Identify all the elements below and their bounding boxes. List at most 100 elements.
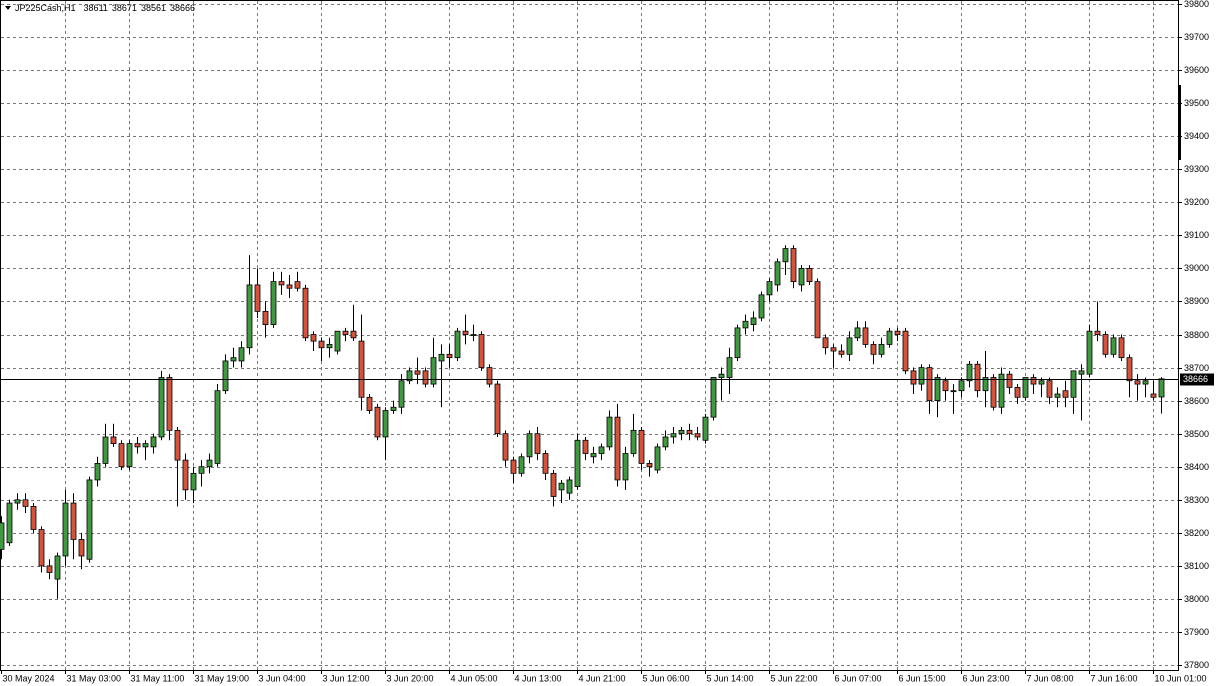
candle-body: [670, 433, 677, 438]
candle-body: [254, 284, 261, 312]
candle-body: [262, 310, 269, 325]
candle-body: [742, 320, 749, 329]
candle-body: [702, 416, 709, 441]
y-tick-label: 38100: [1184, 561, 1209, 571]
candle-body: [630, 429, 637, 454]
candle-body: [1070, 370, 1077, 398]
candle-body: [38, 529, 45, 567]
candle-body: [566, 479, 573, 494]
candle-body: [590, 453, 597, 458]
y-tick-label: 38800: [1184, 330, 1209, 340]
candle-body: [110, 436, 117, 444]
candle-body: [1158, 378, 1165, 398]
candle-body: [950, 390, 957, 393]
candle-body: [222, 360, 229, 392]
candle-body: [398, 380, 405, 408]
y-tick-label: 39400: [1184, 131, 1209, 141]
x-tick-label: 7 Jun 08:00: [1027, 673, 1074, 683]
price-label: 38666: [1183, 374, 1208, 384]
candle-body: [22, 499, 29, 507]
x-tick-label: 4 Jun 21:00: [579, 673, 626, 683]
candle-body: [878, 344, 885, 355]
candle-body: [30, 505, 37, 530]
candle-body: [1038, 380, 1045, 385]
candle-body: [294, 281, 301, 289]
candle-body: [46, 565, 53, 573]
candle-body: [806, 267, 813, 283]
candle-body: [958, 380, 965, 392]
candle-body: [1094, 330, 1101, 335]
candle-body: [126, 443, 133, 468]
candle-body: [438, 353, 445, 362]
x-tick-label: 3 Jun 20:00: [387, 673, 434, 683]
candle-body: [558, 482, 565, 491]
candle-body: [934, 377, 941, 402]
candle-body: [1062, 390, 1069, 398]
y-tick-label: 39200: [1184, 197, 1209, 207]
candle-body: [750, 317, 757, 325]
price-label-box: [1180, 373, 1214, 386]
candle-body: [486, 367, 493, 385]
header-low: 38561: [141, 3, 166, 13]
y-tick-label: 39500: [1184, 98, 1209, 108]
candle-body: [358, 340, 365, 398]
y-tick-label: 39100: [1184, 230, 1209, 240]
candle-body: [1054, 393, 1061, 398]
candle-body: [614, 416, 621, 481]
candle-body: [366, 396, 373, 411]
candle-body: [886, 330, 893, 345]
candle-body: [446, 353, 453, 359]
x-tick-label: 6 Jun 07:00: [835, 673, 882, 683]
chart-header: JP225Cash,H1 38611 38671 38561 38666: [15, 3, 195, 13]
candle-body: [678, 429, 685, 435]
candle-body: [166, 377, 173, 431]
candle-body: [270, 281, 277, 325]
candle-body: [1118, 337, 1125, 359]
candle-body: [102, 436, 109, 464]
candle-body: [854, 327, 861, 339]
candle-body: [534, 433, 541, 454]
candle-body: [518, 456, 525, 474]
candle-body: [382, 410, 389, 438]
candle-body: [0, 522, 5, 550]
candle-body: [910, 370, 917, 385]
y-tick-label: 39300: [1184, 164, 1209, 174]
candle-body: [790, 248, 797, 283]
y-tick-label: 38000: [1184, 594, 1209, 604]
candle-body: [150, 436, 157, 448]
header-high: 38671: [112, 3, 137, 13]
candle-body: [190, 472, 197, 491]
x-tick-label: 6 Jun 15:00: [899, 673, 946, 683]
candle-body: [1006, 373, 1013, 388]
candle-body: [526, 433, 533, 458]
y-tick-label: 38900: [1184, 296, 1209, 306]
candle-body: [510, 459, 517, 474]
candle-body: [62, 502, 69, 557]
candle-body: [998, 373, 1005, 408]
candle-body: [966, 363, 973, 382]
candle-body: [870, 344, 877, 355]
y-tick-label: 39700: [1184, 32, 1209, 42]
y-tick-label: 38400: [1184, 462, 1209, 472]
candle-body: [894, 330, 901, 335]
candle-body: [54, 555, 61, 580]
candle-body: [206, 459, 213, 468]
candle-body: [902, 330, 909, 372]
candle-body: [1078, 370, 1085, 375]
candle-body: [782, 248, 789, 263]
candle-body: [286, 284, 293, 289]
candle-body: [118, 443, 125, 468]
candle-body: [1134, 380, 1141, 385]
candle-body: [302, 287, 309, 339]
candle-body: [406, 370, 413, 382]
candle-body: [542, 453, 549, 474]
candle-body: [214, 390, 221, 464]
candle-body: [334, 330, 341, 352]
y-tick-label: 37900: [1184, 627, 1209, 637]
candle-body: [662, 436, 669, 448]
candle-body: [862, 327, 869, 345]
candle-body: [550, 472, 557, 497]
x-tick-label: 7 Jun 16:00: [1091, 673, 1138, 683]
candle-body: [822, 337, 829, 349]
candle-body: [638, 429, 645, 464]
